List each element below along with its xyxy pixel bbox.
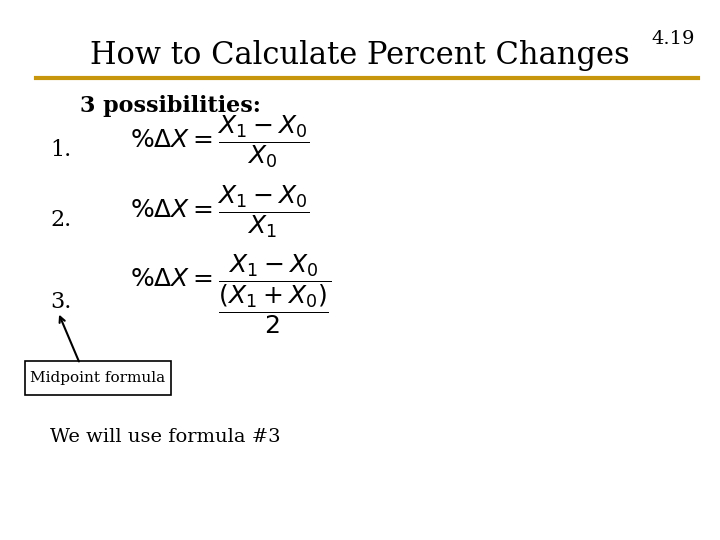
Text: $\%\Delta X = \dfrac{X_1 - X_0}{X_0}$: $\%\Delta X = \dfrac{X_1 - X_0}{X_0}$ [130,114,310,170]
Text: 1.: 1. [50,139,71,161]
Text: We will use formula #3: We will use formula #3 [50,428,281,446]
Text: 3 possibilities:: 3 possibilities: [80,95,261,117]
Text: $\%\Delta X = \dfrac{X_1 - X_0}{\dfrac{(X_1 + X_0)}{2}}$: $\%\Delta X = \dfrac{X_1 - X_0}{\dfrac{(… [130,253,332,335]
Text: Midpoint formula: Midpoint formula [30,371,166,385]
Text: $\%\Delta X = \dfrac{X_1 - X_0}{X_1}$: $\%\Delta X = \dfrac{X_1 - X_0}{X_1}$ [130,184,310,240]
Text: 2.: 2. [50,209,71,231]
Text: 3.: 3. [50,291,71,313]
Text: How to Calculate Percent Changes: How to Calculate Percent Changes [90,40,630,71]
FancyBboxPatch shape [25,361,171,395]
Text: 4.19: 4.19 [652,30,695,48]
